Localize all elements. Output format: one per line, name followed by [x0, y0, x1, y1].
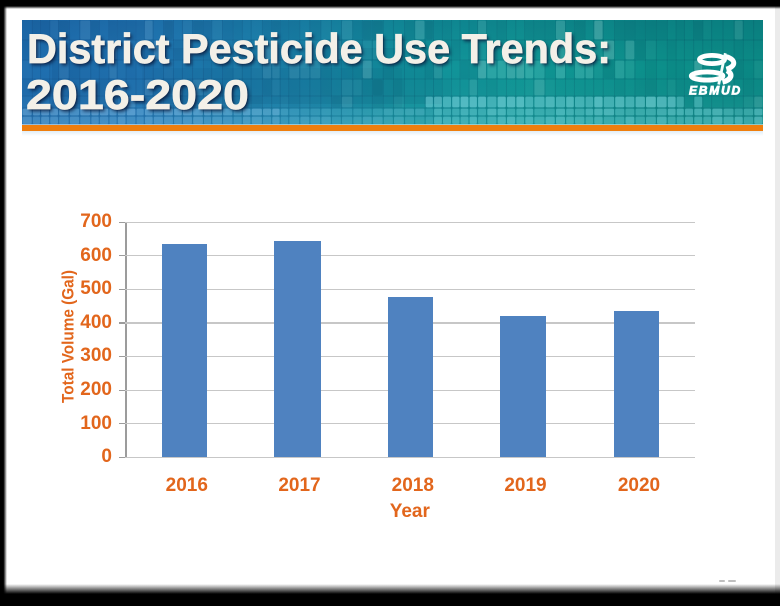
svg-text:EBMUD: EBMUD	[689, 84, 742, 98]
